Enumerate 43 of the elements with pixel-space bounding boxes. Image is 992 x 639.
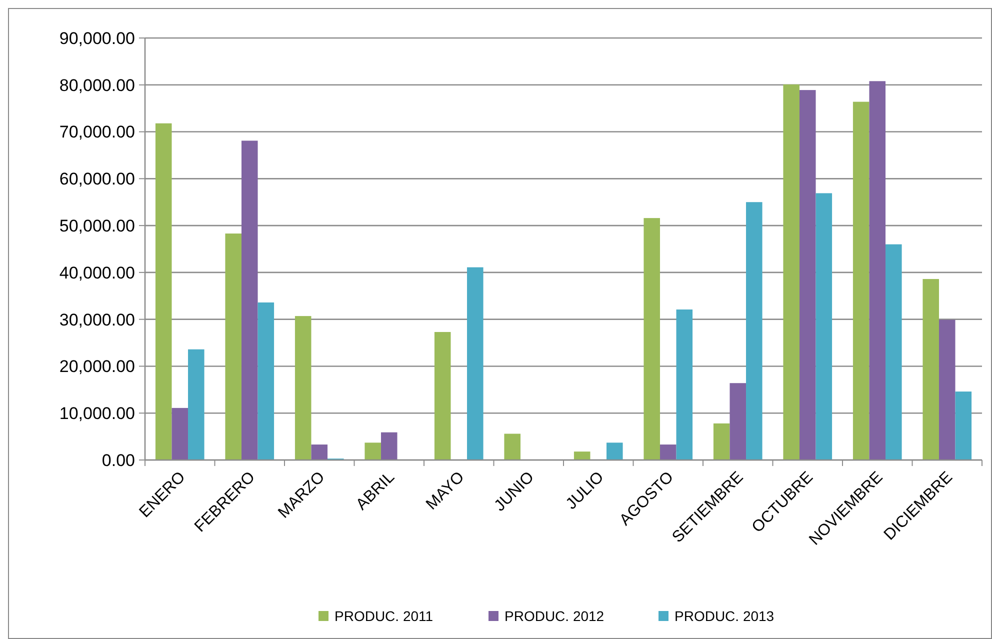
bar — [188, 349, 204, 460]
bar — [311, 444, 328, 460]
bar — [434, 332, 451, 460]
legend-label: PRODUC. 2013 — [674, 608, 774, 624]
bar — [713, 423, 730, 460]
bar — [364, 442, 381, 460]
y-tick-label: 90,000.00 — [59, 28, 135, 48]
y-tick-label: 0.00 — [102, 450, 135, 470]
y-tick-label: 20,000.00 — [59, 357, 135, 376]
bar — [886, 244, 902, 460]
bar — [869, 81, 886, 460]
bar — [852, 102, 870, 460]
bar — [380, 432, 398, 460]
bar — [676, 309, 693, 460]
bar — [799, 90, 816, 460]
legend-label: PRODUC. 2012 — [504, 608, 604, 624]
y-tick-label: 50,000.00 — [59, 216, 135, 236]
bar — [644, 218, 660, 460]
bar — [504, 434, 520, 460]
bar — [746, 202, 762, 460]
bar — [606, 442, 623, 460]
bar — [730, 383, 746, 460]
bar — [258, 302, 274, 460]
bar — [816, 193, 832, 460]
bar — [783, 84, 800, 460]
y-tick-label: 80,000.00 — [59, 76, 135, 95]
y-tick-label: 10,000.00 — [59, 404, 135, 424]
y-tick-label: 30,000.00 — [59, 310, 135, 330]
bar — [955, 392, 972, 460]
y-tick-label: 60,000.00 — [59, 170, 135, 189]
bar — [922, 279, 939, 460]
bar — [225, 234, 242, 460]
y-tick-label: 40,000.00 — [59, 263, 135, 282]
bar — [172, 408, 188, 460]
bar — [294, 316, 312, 460]
y-tick-label: 70,000.00 — [59, 122, 135, 142]
legend-label: PRODUC. 2011 — [334, 608, 434, 624]
bar — [660, 444, 676, 460]
bar — [574, 452, 590, 460]
bar — [241, 140, 258, 460]
bar — [467, 267, 484, 460]
bar — [155, 123, 172, 460]
bar — [938, 320, 956, 460]
